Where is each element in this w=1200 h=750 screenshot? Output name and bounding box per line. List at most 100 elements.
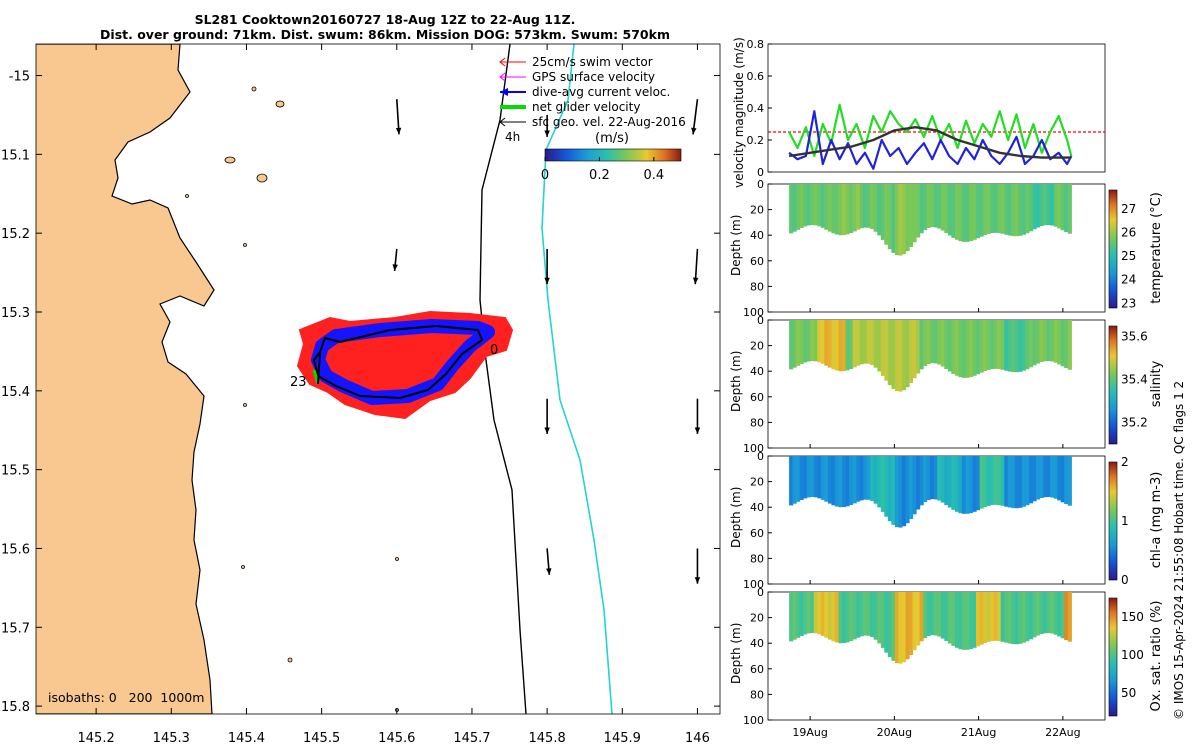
section-cell	[1060, 320, 1065, 367]
map-x-tick-label: 145.8	[529, 731, 566, 746]
section-chl-a: 0 20 40 60 80 100 Depth (m) 0 1 2 chl-a (mg m-3)	[729, 450, 1164, 591]
section-cell	[1067, 320, 1072, 370]
section-colorbar-tick-label: 50	[1121, 686, 1136, 700]
track-label-start: 23	[290, 375, 307, 390]
colorbar-tick-label: 0.4	[643, 168, 664, 183]
section-cell	[1007, 184, 1012, 236]
isobath-1000	[541, 44, 613, 714]
section-cell	[873, 184, 878, 232]
section-cell	[873, 320, 878, 368]
section-cell	[842, 456, 847, 508]
section-cell	[817, 184, 822, 227]
section-x-tick-label: 19Aug	[792, 726, 827, 739]
section-cell	[810, 184, 815, 225]
map-x-tick-label: 145.9	[604, 731, 641, 746]
section-cell	[1004, 184, 1009, 235]
map-y-tick-label: 15.3	[1, 306, 30, 321]
section-cell	[799, 592, 804, 636]
section-cell	[1000, 320, 1005, 370]
section-cell	[1036, 320, 1041, 364]
section-x-tick-label: 20Aug	[877, 726, 912, 739]
section-cell	[806, 456, 811, 498]
section-cell	[894, 320, 899, 392]
section-cell	[870, 184, 875, 230]
section-cell	[923, 184, 928, 231]
section-colorbar-tick-label: 35.6	[1121, 330, 1148, 344]
section-cell	[961, 184, 966, 242]
depth-ylabel: Depth (m)	[729, 623, 743, 684]
section-cell	[877, 320, 882, 372]
map-x-tick-label: 145.5	[303, 731, 340, 746]
section-cell	[856, 456, 861, 502]
section-cell	[972, 320, 977, 376]
section-cell	[993, 184, 998, 233]
depth-tick-label: 0	[757, 178, 764, 191]
legend-gps-velocity: GPS surface velocity	[532, 70, 655, 84]
section-cell	[859, 456, 864, 501]
section-cell	[961, 592, 966, 650]
section-cell	[856, 592, 861, 638]
section-cell	[884, 592, 889, 653]
map-y-tick-label: 15.7	[1, 621, 30, 636]
section-cell	[887, 592, 892, 658]
velocity-timeseries-panel: 0 0.2 0.4 0.6 0.8 velocity magnitude (m/s)	[732, 37, 1106, 188]
section-cell	[1032, 592, 1037, 638]
section-cell	[834, 592, 839, 643]
depth-tick-label: 40	[750, 501, 764, 514]
section-cell	[916, 320, 921, 374]
section-cell	[863, 184, 868, 228]
section-cell	[842, 184, 847, 236]
section-cell	[1064, 456, 1069, 505]
section-cell	[880, 456, 885, 512]
depth-tick-label: 100	[743, 578, 764, 591]
depth-tick-label: 40	[750, 365, 764, 378]
section-cell	[838, 456, 843, 508]
section-cell	[937, 456, 942, 501]
section-cell	[1000, 184, 1005, 234]
section-cell	[997, 456, 1002, 506]
section-cell	[891, 592, 896, 661]
depth-tick-label: 100	[743, 306, 764, 319]
section-cell	[1046, 320, 1051, 361]
section-cell	[1046, 592, 1051, 633]
section-cell	[1018, 320, 1023, 372]
section-cell	[965, 456, 970, 514]
section-cell	[813, 456, 818, 498]
section-cell	[1050, 320, 1055, 362]
map-x-tick-label: 145.6	[378, 731, 415, 746]
colorbar-tick-label: 0.2	[589, 168, 610, 183]
section-cell	[838, 592, 843, 644]
section-cell	[852, 592, 857, 640]
section-cell	[813, 184, 818, 226]
section-cell	[1025, 320, 1030, 370]
section-cell	[923, 456, 928, 503]
section-cell	[1053, 320, 1058, 363]
section-cell	[1029, 456, 1034, 504]
depth-tick-label: 20	[750, 612, 764, 625]
section-cell	[916, 456, 921, 510]
section-cell	[796, 456, 801, 502]
section-cell	[796, 184, 801, 230]
depth-tick-label: 20	[750, 340, 764, 353]
section-cell	[1057, 456, 1062, 501]
map-x-axis: 145.2 145.3 145.4 145.5 145.6 145.7 145.8 145.9…	[78, 44, 710, 746]
depth-tick-label: 60	[750, 663, 764, 676]
section-cell	[1025, 592, 1030, 642]
section-cell	[796, 592, 801, 638]
section-cell	[1039, 320, 1044, 362]
section-cell	[1060, 184, 1065, 231]
section-cell	[891, 320, 896, 389]
map-frame	[35, 43, 721, 715]
section-colorbar	[1108, 461, 1118, 581]
section-cell	[845, 320, 850, 371]
legend-swim-vector: 25cm/s swim vector	[532, 55, 653, 69]
section-colorbar-tick-label: 23	[1121, 296, 1136, 310]
section-cell	[969, 320, 974, 378]
section-cell	[969, 592, 974, 650]
section-cell	[909, 184, 914, 247]
section-colorbar-label: temperature (°C)	[1149, 192, 1164, 304]
section-temperature: 0 20 40 60 80 100 Depth (m) 23 24 25 26 27 temperatu…	[729, 178, 1164, 319]
section-cell	[887, 184, 892, 250]
section-cell	[961, 320, 966, 378]
section-cell	[852, 320, 857, 368]
